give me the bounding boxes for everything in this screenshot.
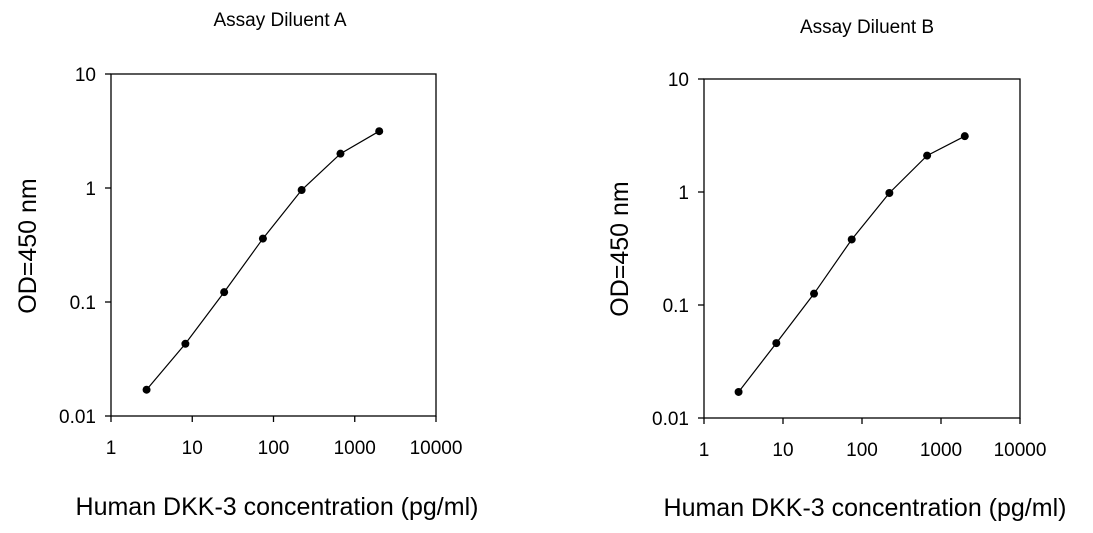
chart-title: Assay Diluent A bbox=[213, 10, 346, 31]
x-tick-label: 1000 bbox=[334, 438, 376, 459]
data-point bbox=[142, 385, 151, 394]
y-axis-title: OD=450 nm bbox=[606, 181, 634, 317]
x-tick-label: 1 bbox=[699, 440, 710, 461]
x-axis-title: Human DKK-3 concentration (pg/ml) bbox=[76, 493, 479, 521]
x-tick-label: 1 bbox=[106, 438, 117, 459]
data-point bbox=[810, 289, 819, 298]
y-tick-label: 0.1 bbox=[663, 296, 689, 317]
data-point bbox=[258, 234, 267, 243]
data-point bbox=[885, 188, 894, 197]
data-point bbox=[181, 339, 190, 348]
x-tick-label: 10000 bbox=[994, 440, 1047, 461]
y-tick-label: 1 bbox=[85, 179, 96, 200]
x-tick-label: 10 bbox=[772, 440, 793, 461]
x-tick-label: 1000 bbox=[920, 440, 962, 461]
y-tick-label: 1 bbox=[678, 183, 689, 204]
x-tick-label: 10 bbox=[182, 438, 203, 459]
data-point bbox=[847, 235, 856, 244]
x-tick-label: 100 bbox=[258, 438, 290, 459]
data-point bbox=[220, 288, 229, 297]
y-tick-label: 0.01 bbox=[652, 409, 689, 430]
y-tick-label: 0.01 bbox=[59, 407, 96, 428]
data-point bbox=[336, 149, 345, 158]
y-tick-label: 0.1 bbox=[70, 293, 96, 314]
x-tick-label: 100 bbox=[846, 440, 878, 461]
plot-frame bbox=[110, 73, 437, 417]
series-line bbox=[738, 135, 966, 393]
data-point bbox=[375, 127, 384, 136]
y-tick-label: 10 bbox=[668, 70, 689, 91]
chart-panel-2: Assay Diluent B 1 10 100 1000 10000 0.01 0.1 1 10… bbox=[606, 17, 1066, 522]
series-line bbox=[146, 130, 380, 391]
data-point bbox=[960, 132, 969, 141]
chart-panel-1: Assay Diluent A 1 10 100 1000 10000 0.01 0.1 1 10… bbox=[14, 10, 478, 521]
data-point bbox=[772, 339, 781, 348]
data-point bbox=[734, 387, 743, 396]
data-point bbox=[297, 186, 306, 195]
y-tick-label: 10 bbox=[75, 65, 96, 86]
chart-title: Assay Diluent B bbox=[800, 17, 934, 38]
x-tick-label: 10000 bbox=[410, 438, 463, 459]
data-point bbox=[923, 151, 932, 160]
plot-frame bbox=[703, 78, 1021, 419]
y-axis-title: OD=450 nm bbox=[14, 178, 42, 314]
x-axis-title: Human DKK-3 concentration (pg/ml) bbox=[664, 494, 1067, 522]
